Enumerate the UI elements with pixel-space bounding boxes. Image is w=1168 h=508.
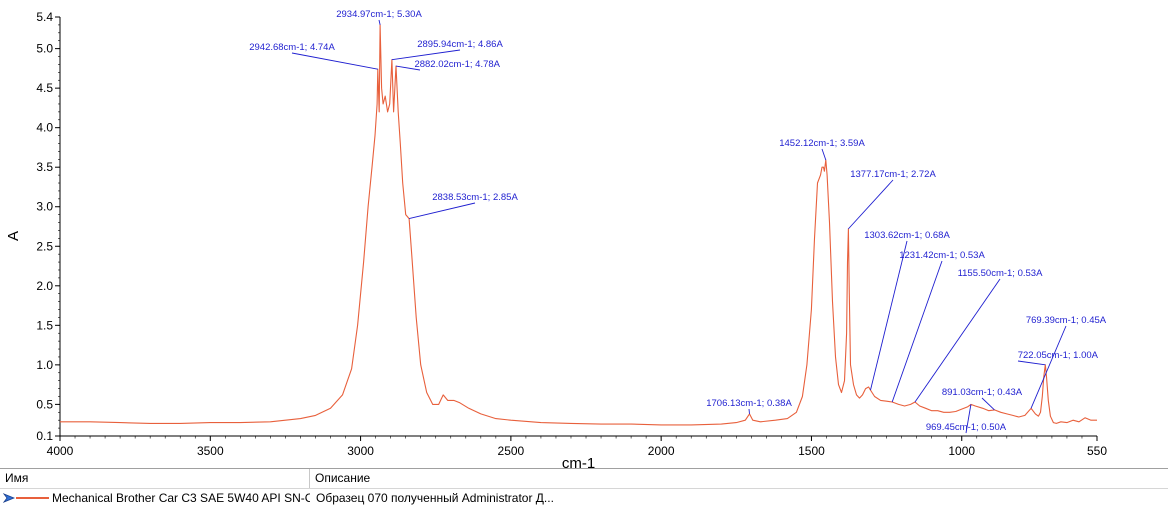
y-axis-title: A [5,231,22,241]
peak-annotation: 1452.12cm-1; 3.59A [779,138,865,149]
y-tick-label: 3.5 [36,160,53,174]
annotation-leader [870,241,907,390]
annotation-leader [892,261,942,402]
peak-annotation: 969.45cm-1; 0.50A [926,422,1007,433]
peak-annotation: 769.39cm-1; 0.45A [1026,315,1107,326]
annotation-leader [982,398,994,410]
plot-frame [60,17,1097,436]
x-tick-label: 1500 [798,444,825,458]
series-name: Mechanical Brother Car C3 SAE 5W40 API S… [52,489,310,507]
row-description-cell: Образец 070 полученный Administrator Д..… [310,489,1168,507]
peak-annotation: 2942.68cm-1; 4.74A [249,42,335,53]
annotation-leader [409,203,475,219]
x-tick-label: 3000 [347,444,374,458]
annotation-leader [848,180,893,229]
peak-annotation: 1706.13cm-1; 0.38A [706,398,792,409]
x-tick-label: 4000 [47,444,74,458]
annotation-leader [379,20,380,25]
spectra-legend-table: Имя Описание Mechanical Brother Car C3 S… [0,468,1168,508]
peak-annotation: 2838.53cm-1; 2.85A [432,192,518,203]
peak-annotation: 1155.50cm-1; 0.53A [958,268,1044,279]
peak-annotation: 2895.94cm-1; 4.86A [417,39,503,50]
series-line [60,25,1097,425]
y-tick-label: 1.0 [36,358,53,372]
legend-header: Имя Описание [0,469,1168,489]
peak-annotation: 2882.02cm-1; 4.78A [414,59,500,70]
x-axis-title: cm-1 [562,455,595,468]
annotation-leader [915,279,1000,402]
x-tick-label: 1000 [948,444,975,458]
series-layer [60,25,1097,425]
y-tick-label: 5.0 [36,42,53,56]
y-tick-label: 5.4 [36,10,53,24]
peak-annotation: 891.03cm-1; 0.43A [942,387,1023,398]
x-tick-label: 2000 [648,444,675,458]
y-tick-label: 4.5 [36,81,53,95]
peak-annotation: 1231.42cm-1; 0.53A [899,250,985,261]
legend-row[interactable]: Mechanical Brother Car C3 SAE 5W40 API S… [0,489,1168,507]
x-tick-label: 3500 [197,444,224,458]
peak-annotation: 1303.62cm-1; 0.68A [864,230,950,241]
y-tick-label: 2.5 [36,239,53,253]
peak-annotation: 2934.97cm-1; 5.30A [336,9,422,20]
peak-annotation: 1377.17cm-1; 2.72A [850,169,936,180]
annotation-leader [292,53,378,69]
x-tick-label: 550 [1087,444,1107,458]
y-tick-label: 1.5 [36,318,53,332]
y-tick-label: 3.0 [36,200,53,214]
annotation-leader [822,149,826,160]
y-tick-label: 4.0 [36,121,53,135]
y-axis-ticks: 0.1 0.5 1.0 1.5 2.0 2.5 3.0 3.5 4.0 4.5 5.0 5.4 [36,10,60,443]
annotation-leader [1018,361,1045,365]
arrow-marker-icon [3,493,15,503]
y-tick-label: 0.5 [36,397,53,411]
peak-annotation: 722.05cm-1; 1.00A [1018,350,1099,361]
x-tick-label: 2500 [498,444,525,458]
spectrum-chart: 0.1 0.5 1.0 1.5 2.0 2.5 3.0 3.5 4.0 4.5 5.0 5.4 400… [0,0,1168,468]
y-tick-label: 2.0 [36,279,53,293]
series-swatch [16,497,49,499]
y-tick-label: 0.1 [36,429,53,443]
annotation-leader [1031,326,1066,408]
row-name-cell: Mechanical Brother Car C3 SAE 5W40 API S… [0,489,310,507]
column-header-name[interactable]: Имя [0,469,310,488]
chart-svg: 0.1 0.5 1.0 1.5 2.0 2.5 3.0 3.5 4.0 4.5 5.0 5.4 400… [0,0,1168,468]
column-header-description[interactable]: Описание [310,469,1168,488]
